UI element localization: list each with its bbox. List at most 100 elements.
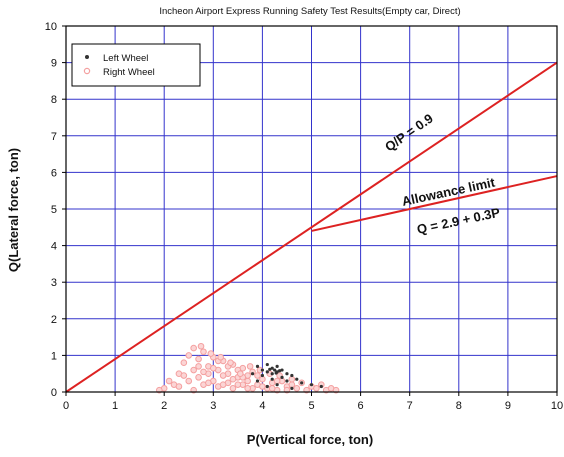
x-tick-label: 4 (259, 400, 265, 412)
right-wheel-point (190, 344, 197, 352)
y-tick-label: 8 (51, 94, 57, 106)
right-wheel-point (207, 350, 215, 357)
right-wheel-point (185, 377, 193, 385)
left-wheel-point (300, 381, 304, 385)
right-wheel-points (155, 342, 340, 394)
x-tick-label: 10 (551, 400, 563, 412)
x-tick-label: 6 (358, 400, 364, 412)
left-wheel-point (255, 364, 260, 368)
y-tick-label: 0 (51, 387, 57, 399)
right-wheel-point (197, 342, 205, 350)
left-wheel-point (265, 384, 269, 389)
left-wheel-point (277, 369, 282, 373)
legend: Left Wheel Right Wheel (71, 43, 201, 87)
x-tick-label: 0 (63, 400, 69, 412)
left-wheel-point (309, 383, 314, 387)
left-wheel-point (265, 370, 269, 374)
left-wheel-point (273, 368, 277, 372)
legend-marker-right-wheel (83, 67, 91, 75)
right-wheel-point (259, 375, 266, 383)
left-wheel-point (250, 372, 255, 376)
left-wheel-point (270, 372, 274, 376)
left-wheel-point (280, 368, 284, 372)
left-wheel-point (285, 372, 289, 376)
right-wheel-point (205, 379, 212, 387)
right-wheel-point (185, 352, 193, 359)
right-wheel-point (180, 359, 188, 367)
x-tick-label: 9 (505, 400, 511, 412)
right-wheel-point (180, 372, 188, 379)
left-wheel-point (270, 366, 274, 370)
left-wheel-points (250, 362, 323, 390)
y-tick-label: 7 (51, 131, 57, 143)
left-wheel-point (319, 384, 323, 389)
right-wheel-point (288, 381, 296, 388)
chart-title: Incheon Airport Express Running Safety T… (159, 6, 460, 17)
y-tick-label: 5 (51, 204, 57, 216)
left-wheel-point (260, 368, 264, 372)
x-tick-label: 8 (456, 400, 462, 412)
left-wheel-point (295, 377, 299, 381)
right-wheel-point (200, 348, 207, 356)
left-wheel-point (275, 364, 279, 368)
allowance-limit-line (311, 175, 558, 232)
y-tick-label: 10 (45, 21, 57, 33)
left-wheel-point (260, 373, 264, 378)
legend-box (71, 43, 201, 87)
left-wheel-point (290, 373, 294, 378)
y-tick-label: 4 (51, 241, 57, 253)
right-wheel-point (200, 368, 207, 376)
y-tick-label: 3 (51, 277, 57, 289)
y-axis-ticks: 0 1 2 3 4 5 6 7 8 9 10 (45, 21, 66, 399)
right-wheel-point (195, 355, 202, 363)
x-axis-label: P(Vertical force, ton) (247, 432, 373, 447)
right-wheel-point (244, 377, 251, 385)
left-wheel-point (275, 383, 279, 387)
right-wheel-point (190, 366, 197, 374)
grid (66, 26, 557, 392)
y-tick-label: 2 (51, 314, 57, 326)
y-axis-label: Q(Lateral force, ton) (6, 148, 21, 272)
x-tick-label: 7 (407, 400, 413, 412)
y-tick-label: 1 (51, 350, 57, 362)
right-wheel-point (254, 372, 261, 379)
left-wheel-point (268, 367, 272, 371)
right-wheel-point (195, 374, 202, 381)
qp-ratio-line (65, 61, 558, 393)
plot-frame (65, 25, 558, 393)
right-wheel-point (246, 363, 254, 370)
left-wheel-point (265, 362, 269, 367)
right-wheel-point (268, 385, 276, 392)
right-wheel-point (244, 385, 251, 392)
right-wheel-point (229, 375, 237, 383)
left-wheel-point (280, 375, 284, 379)
right-wheel-point (288, 375, 296, 383)
y-tick-label: 6 (51, 167, 57, 179)
right-wheel-point (175, 383, 183, 390)
right-wheel-point (234, 381, 242, 388)
x-tick-label: 3 (210, 400, 216, 412)
right-wheel-point (313, 385, 320, 392)
right-wheel-point (273, 377, 281, 385)
right-wheel-point (229, 385, 237, 392)
right-wheel-point (293, 385, 301, 392)
x-axis-ticks: 0 1 2 3 4 5 6 7 8 9 10 (63, 392, 563, 412)
x-tick-label: 5 (308, 400, 314, 412)
right-wheel-point (227, 359, 234, 367)
right-wheel-point (210, 364, 217, 372)
legend-label-right-wheel: Right Wheel (103, 67, 155, 78)
annotation-allowance-limit: Allowance limit (401, 174, 497, 208)
right-wheel-point (219, 381, 227, 388)
left-wheel-point (270, 377, 274, 381)
y-tick-label: 9 (51, 58, 57, 70)
right-wheel-point (195, 363, 202, 370)
right-wheel-point (259, 383, 266, 390)
annotation-qp-ratio: Q/P = 0.9 (382, 111, 436, 155)
limit-lines (65, 61, 558, 393)
right-wheel-point (219, 372, 227, 379)
legend-marker-left-wheel (85, 55, 89, 59)
left-wheel-point (290, 386, 294, 390)
right-wheel-point (217, 353, 224, 361)
